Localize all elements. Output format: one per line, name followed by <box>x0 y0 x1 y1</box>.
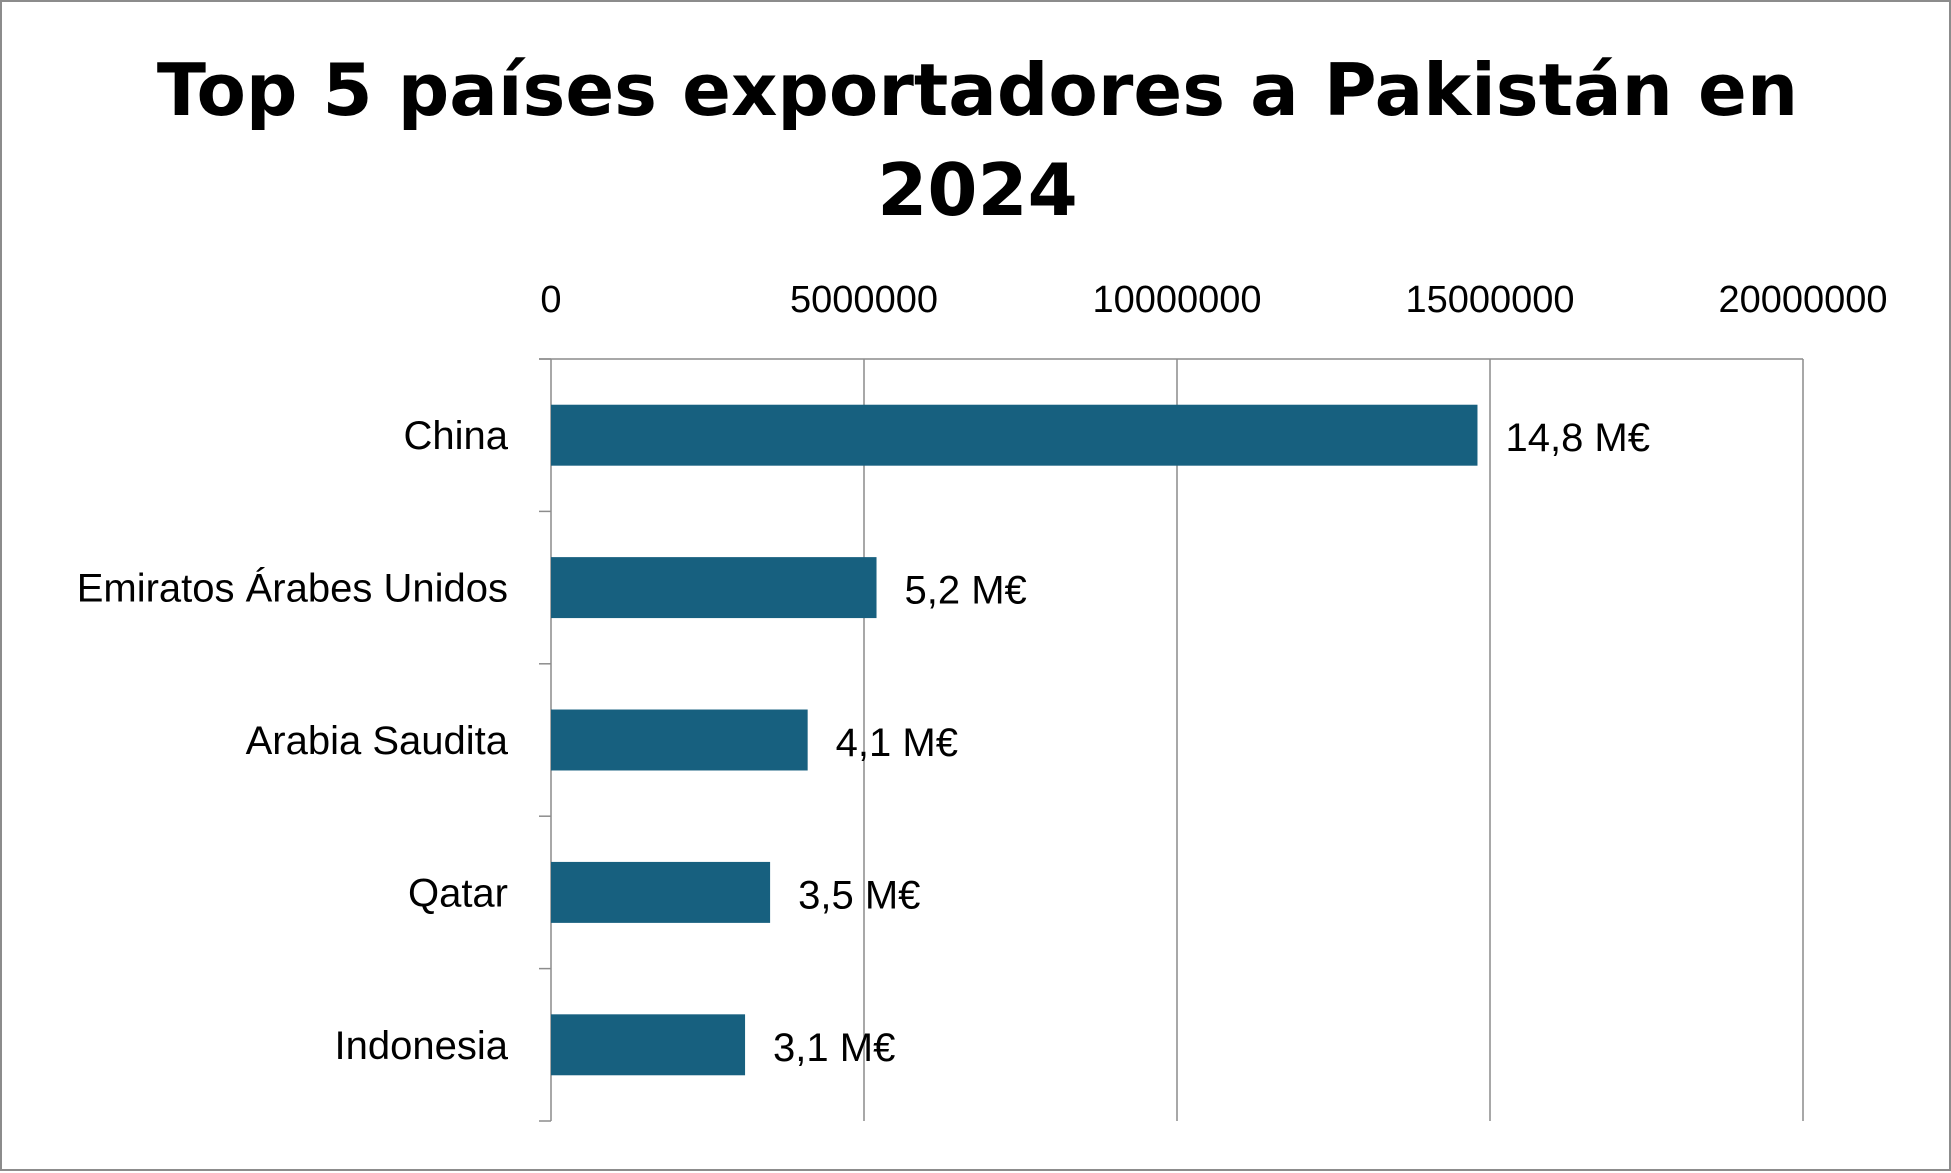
x-tick-labels: 0 5000000 10000000 15000000 20000000 <box>540 279 1887 321</box>
bar <box>551 1014 746 1076</box>
category-label: Arabia Saudita <box>246 719 509 763</box>
bar <box>551 557 877 619</box>
category-labels: China Emiratos Árabes Unidos Arabia Saudit… <box>77 414 509 1068</box>
category-label: Indonesia <box>335 1024 509 1068</box>
x-tick-label: 5000000 <box>790 279 938 321</box>
x-tick-label: 0 <box>540 279 561 321</box>
category-label: Emiratos Árabes Unidos <box>77 566 508 611</box>
data-label: 3,1 M€ <box>773 1026 895 1070</box>
category-label: China <box>403 414 508 458</box>
x-tick-label: 20000000 <box>1718 279 1887 321</box>
x-tick-label: 10000000 <box>1092 279 1261 321</box>
data-labels: 14,8 M€ 5,2 M€ 4,1 M€ 3,5 M€ 3,1 M€ <box>773 416 1650 1070</box>
data-label: 4,1 M€ <box>836 721 958 765</box>
data-label: 5,2 M€ <box>905 569 1027 613</box>
bar <box>551 404 1478 466</box>
bar <box>551 861 771 923</box>
data-label: 3,5 M€ <box>798 873 920 917</box>
bars <box>551 404 1478 1076</box>
bar <box>551 709 808 771</box>
chart-title: Top 5 países exportadores a Pakistán en … <box>156 48 1799 232</box>
gridlines <box>863 359 1804 1121</box>
data-label: 14,8 M€ <box>1505 416 1650 460</box>
category-label: Qatar <box>408 871 508 915</box>
x-tick-label: 15000000 <box>1405 279 1574 321</box>
